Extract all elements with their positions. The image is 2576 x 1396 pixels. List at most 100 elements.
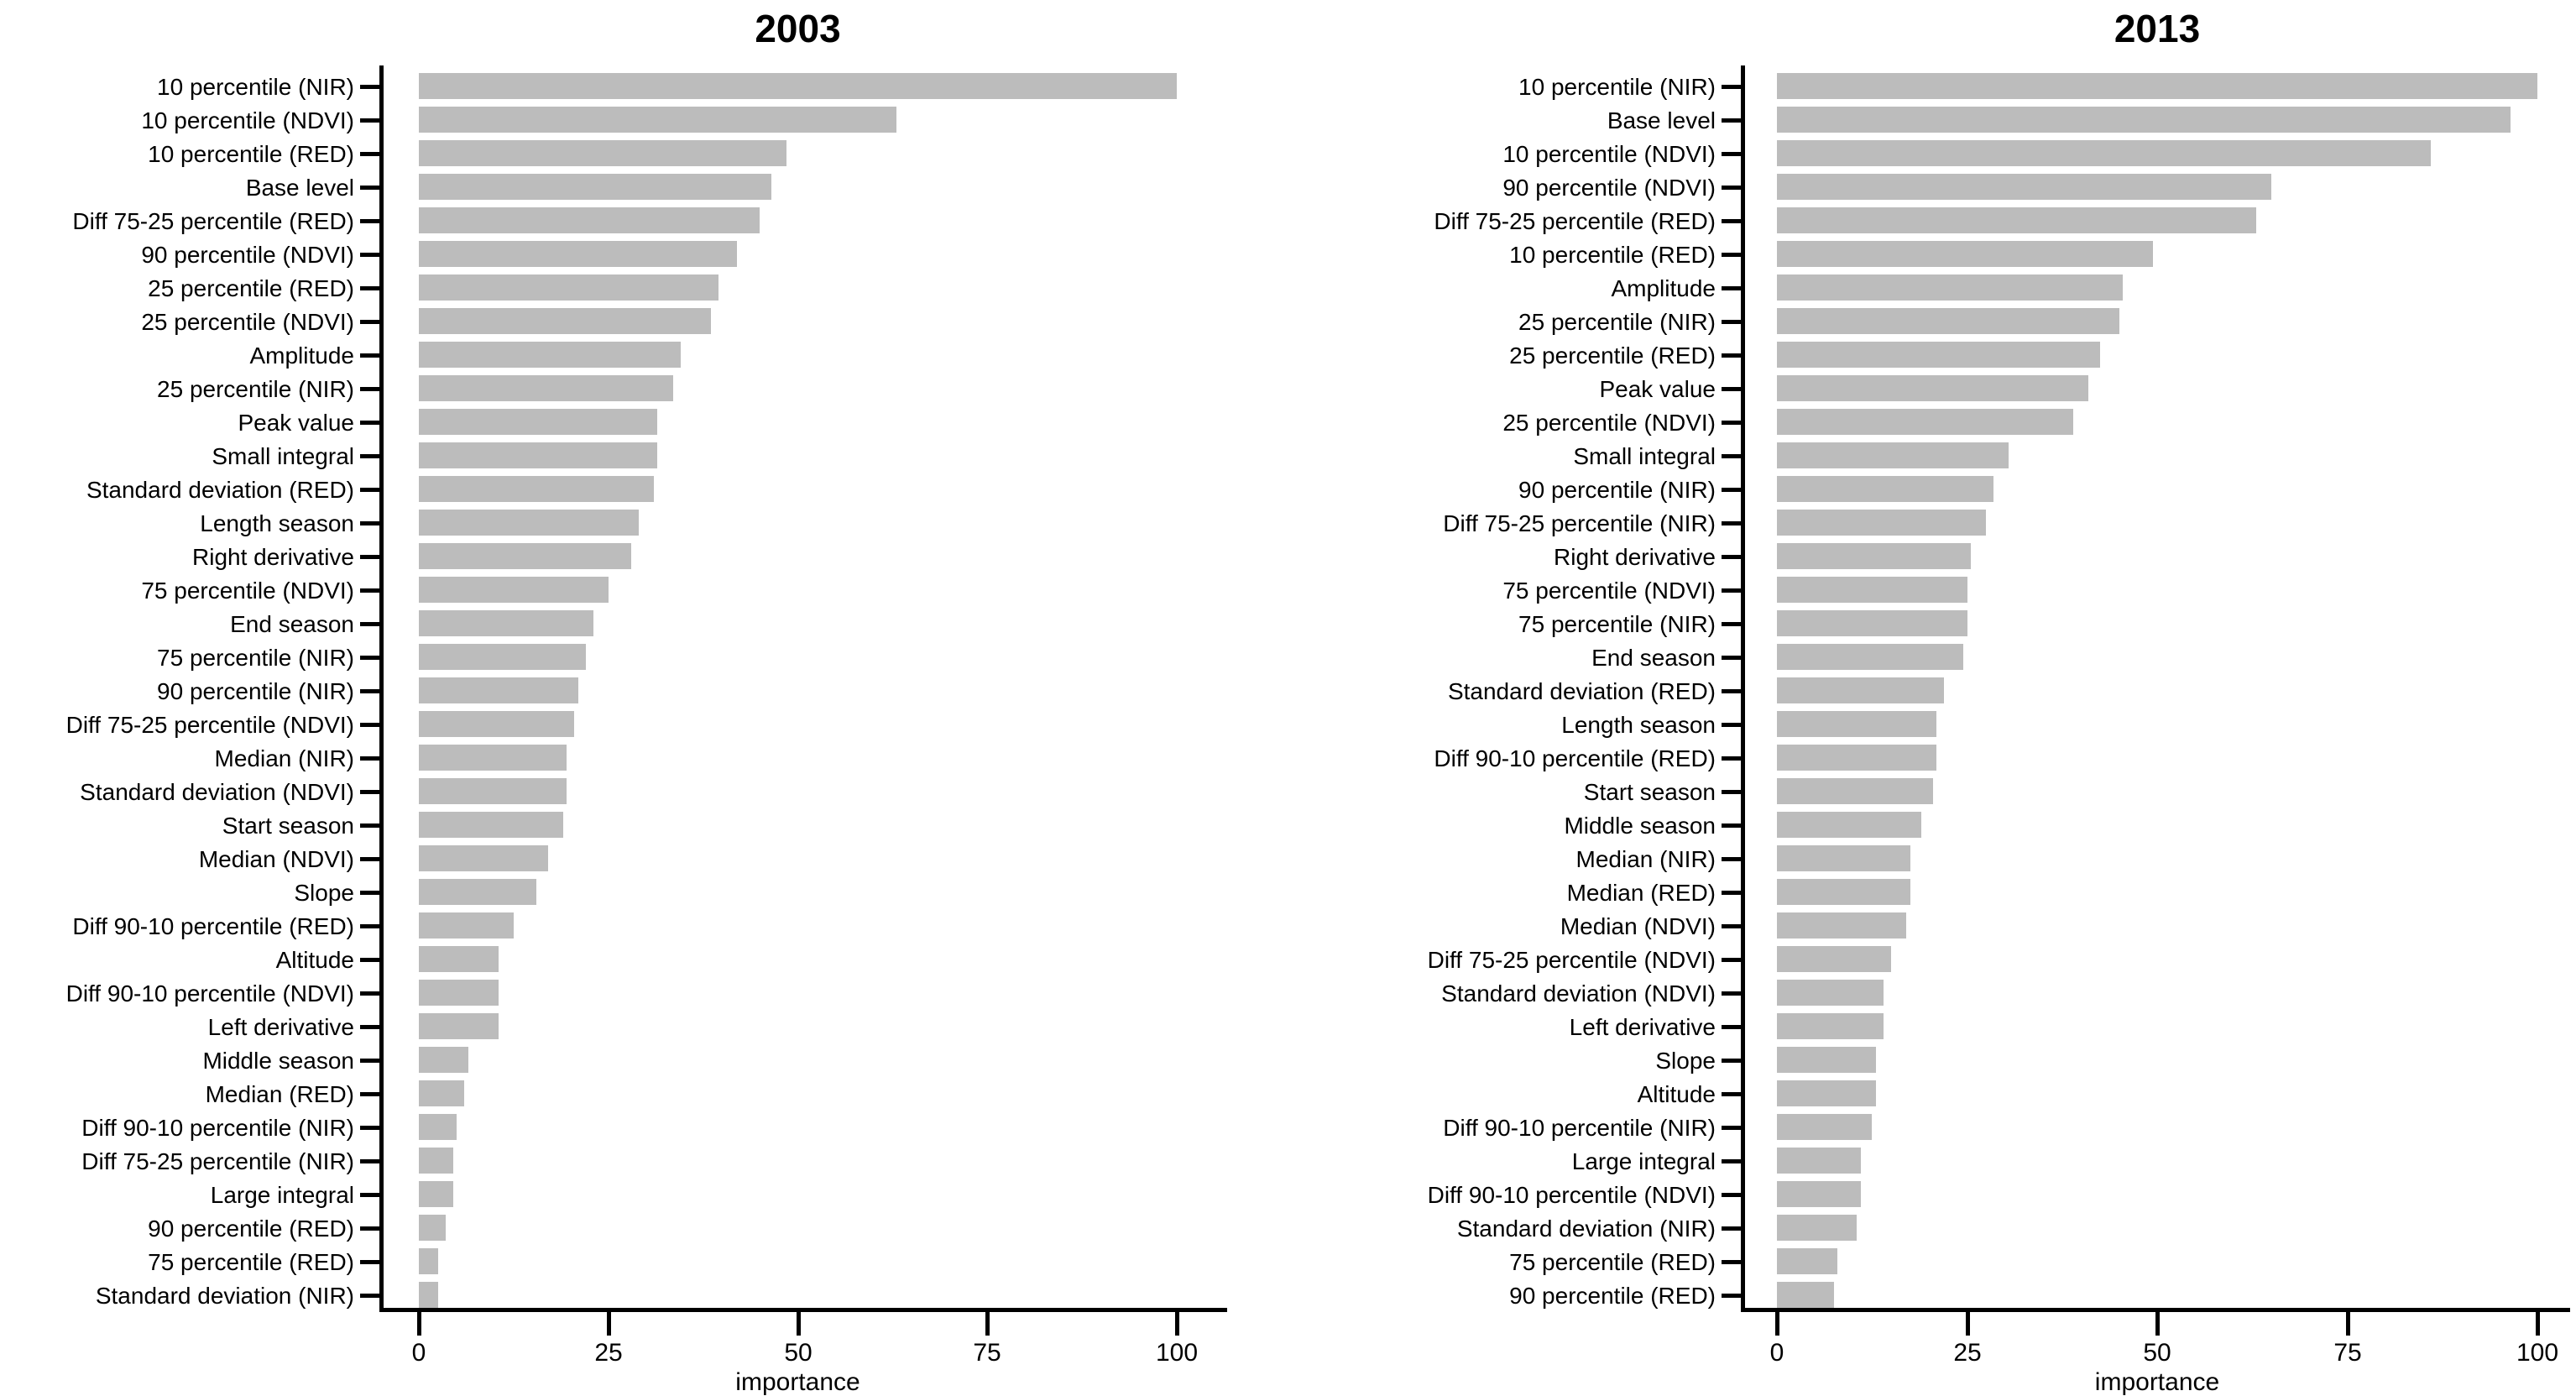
x-axis-tick <box>1966 1312 1970 1336</box>
category-label: Base level <box>245 175 354 201</box>
importance-bar <box>419 1148 453 1174</box>
importance-bar <box>1777 711 1936 737</box>
y-axis-tick <box>1722 186 1741 190</box>
importance-bar <box>419 409 657 435</box>
importance-bar <box>419 644 586 670</box>
importance-bar <box>419 946 499 972</box>
x-tick-label: 0 <box>1769 1339 1784 1367</box>
y-axis-tick <box>360 1193 379 1197</box>
x-tick-label: 100 <box>2516 1339 2559 1367</box>
category-label: 25 percentile (RED) <box>148 275 354 301</box>
importance-bar <box>1777 342 2100 368</box>
y-axis-tick <box>360 588 379 593</box>
importance-bar <box>1777 140 2431 166</box>
category-label: Median (NIR) <box>1575 846 1716 872</box>
y-axis-tick <box>360 823 379 828</box>
importance-bar <box>1777 107 2511 133</box>
y-axis-line <box>1741 65 1745 1312</box>
importance-bar <box>1777 476 1993 502</box>
category-label: End season <box>230 611 354 637</box>
category-label: 75 percentile (NIR) <box>157 645 354 671</box>
importance-bar <box>1777 778 1933 804</box>
x-tick-label: 100 <box>1155 1339 1199 1367</box>
importance-bar <box>419 745 567 771</box>
x-tick-label: 25 <box>594 1339 623 1367</box>
category-label: 10 percentile (RED) <box>148 141 354 167</box>
x-axis-title-right: importance <box>2094 1368 2220 1396</box>
category-label: Median (NIR) <box>214 745 354 771</box>
x-axis-tick <box>1175 1312 1179 1336</box>
category-label: 90 percentile (NDVI) <box>1502 175 1716 201</box>
category-label: Start season <box>1583 779 1716 805</box>
category-label: 25 percentile (NIR) <box>157 376 354 402</box>
category-label: 90 percentile (RED) <box>1509 1283 1716 1309</box>
y-axis-tick <box>1722 320 1741 324</box>
category-label: Median (NDVI) <box>1560 913 1716 939</box>
importance-bar <box>1777 174 2271 200</box>
category-label: 75 percentile (NIR) <box>1518 611 1716 637</box>
category-label: Diff 75-25 percentile (NIR) <box>1443 510 1716 536</box>
y-axis-tick <box>1722 1260 1741 1264</box>
y-axis-tick <box>1722 118 1741 123</box>
importance-bar <box>419 610 593 636</box>
importance-bar <box>419 510 639 536</box>
y-axis-tick <box>360 656 379 660</box>
category-label: Median (RED) <box>1566 880 1716 906</box>
importance-bar <box>419 1047 468 1073</box>
category-label: Altitude <box>275 947 354 973</box>
category-label: Standard deviation (NDVI) <box>1441 980 1716 1006</box>
category-label: 10 percentile (NDVI) <box>1502 141 1716 167</box>
importance-bar <box>1777 980 1884 1006</box>
x-axis-tick <box>417 1312 421 1336</box>
y-axis-tick <box>1722 891 1741 895</box>
importance-bar <box>419 1181 453 1207</box>
category-label: Standard deviation (RED) <box>86 477 354 503</box>
importance-bar <box>419 879 536 905</box>
x-tick-label: 75 <box>973 1339 1001 1367</box>
importance-bar <box>1777 1248 1837 1274</box>
category-label: 25 percentile (RED) <box>1509 342 1716 369</box>
category-label: Middle season <box>202 1048 354 1074</box>
y-axis-tick <box>360 924 379 928</box>
importance-bar <box>419 241 737 267</box>
category-label: 25 percentile (NDVI) <box>141 309 354 335</box>
y-axis-tick <box>360 958 379 962</box>
category-label: Median (RED) <box>205 1081 354 1107</box>
importance-bar <box>419 1080 464 1106</box>
importance-bar <box>419 140 786 166</box>
category-label: Diff 75-25 percentile (NDVI) <box>65 712 354 738</box>
category-label: 10 percentile (NIR) <box>1518 74 1716 100</box>
y-axis-tick <box>1722 857 1741 861</box>
y-axis-tick <box>1722 286 1741 290</box>
category-label: 90 percentile (NIR) <box>1518 477 1716 503</box>
importance-bar <box>419 577 609 603</box>
importance-bar <box>419 677 578 703</box>
y-axis-tick <box>360 756 379 761</box>
importance-bar <box>1777 745 1936 771</box>
y-axis-tick <box>360 353 379 358</box>
importance-bar <box>1777 543 1971 569</box>
category-label: Peak value <box>1599 376 1716 402</box>
importance-bar <box>1777 610 1967 636</box>
category-label: Right derivative <box>192 544 354 570</box>
x-axis-tick <box>1775 1312 1779 1336</box>
y-axis-tick <box>1722 353 1741 358</box>
y-axis-tick <box>360 118 379 123</box>
category-label: Base level <box>1607 107 1716 133</box>
y-axis-tick <box>1722 1092 1741 1096</box>
x-axis-title-left: importance <box>735 1368 860 1396</box>
x-axis-tick <box>985 1312 990 1336</box>
y-axis-tick <box>360 689 379 693</box>
category-label: 10 percentile (RED) <box>1509 242 1716 268</box>
y-axis-tick <box>1722 152 1741 156</box>
importance-bar <box>1777 510 1986 536</box>
y-axis-tick <box>360 320 379 324</box>
y-axis-tick <box>1722 756 1741 761</box>
importance-bar <box>1777 308 2119 334</box>
category-label: Standard deviation (NIR) <box>95 1283 354 1309</box>
category-label: Median (NDVI) <box>198 846 354 872</box>
y-axis-tick <box>360 857 379 861</box>
category-label: Diff 75-25 percentile (NDVI) <box>1427 947 1716 973</box>
importance-bar <box>1777 1013 1884 1039</box>
y-axis-tick <box>360 1092 379 1096</box>
